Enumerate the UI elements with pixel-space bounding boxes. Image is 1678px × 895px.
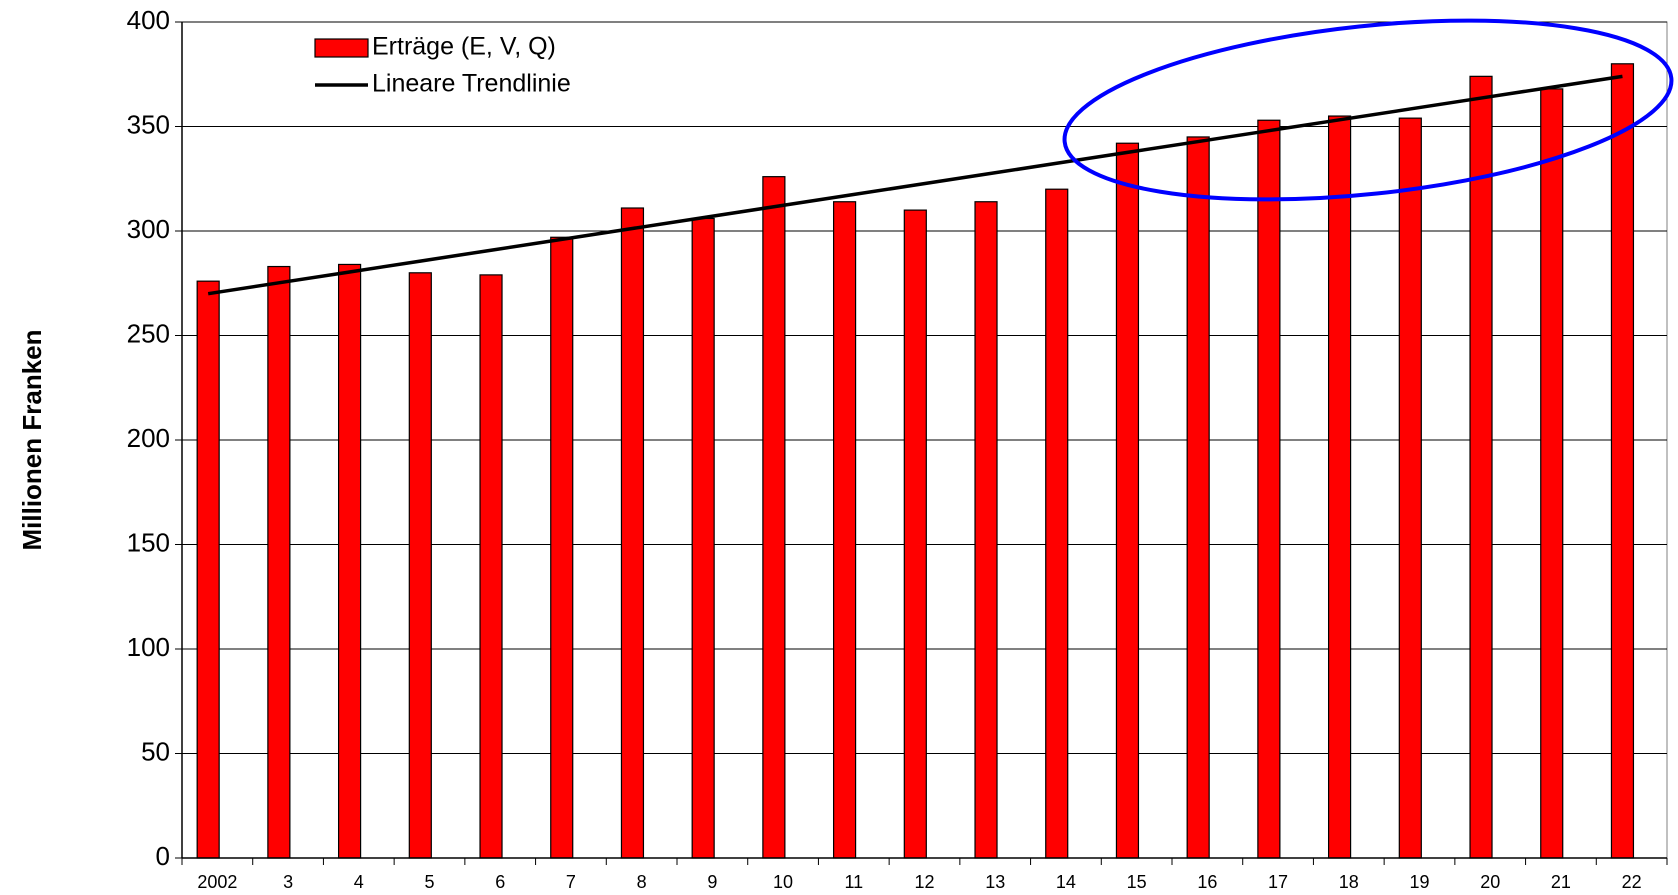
bar	[1469, 75, 1493, 859]
bar	[620, 207, 645, 859]
x-tick-label: 16	[1197, 872, 1217, 892]
legend-label: Erträge (E, V, Q)	[372, 33, 556, 61]
x-tick-label: 19	[1409, 872, 1429, 892]
bar	[903, 209, 927, 859]
x-tick-label: 7	[566, 872, 576, 892]
bar	[974, 201, 998, 859]
y-axis-label: Millionen Franken	[17, 329, 47, 550]
x-tick-label: 6	[495, 872, 505, 892]
bar	[1327, 115, 1352, 859]
x-tick-label: 14	[1056, 872, 1076, 892]
highlight-ellipse	[1062, 18, 1674, 202]
bar	[1115, 142, 1140, 859]
bar	[267, 265, 291, 859]
bar	[1045, 188, 1069, 859]
bar	[479, 274, 503, 859]
x-tick-label: 4	[354, 872, 364, 892]
bar	[550, 236, 574, 859]
bar	[1398, 117, 1422, 859]
x-tick-label: 13	[985, 872, 1005, 892]
y-tick-label: 0	[156, 841, 170, 871]
y-tick-label: 150	[127, 527, 170, 557]
x-tick-label: 21	[1551, 872, 1571, 892]
x-tick-label: 18	[1339, 872, 1359, 892]
x-tick-label: 11	[844, 872, 863, 892]
bar	[408, 272, 432, 859]
x-tick-label: 22	[1622, 872, 1642, 892]
x-tick-label: 10	[773, 872, 793, 892]
bar	[1540, 88, 1564, 859]
y-tick-label: 250	[127, 318, 170, 348]
x-tick-label: 9	[707, 872, 717, 892]
bar	[337, 263, 362, 859]
legend-swatch	[314, 38, 369, 58]
bar	[691, 217, 715, 859]
x-tick-label: 17	[1268, 872, 1288, 892]
y-tick-label: 100	[127, 632, 170, 662]
bar	[832, 201, 857, 859]
x-tick-label: 5	[424, 872, 434, 892]
x-tick-label: 3	[283, 872, 293, 892]
x-tick-label: 12	[914, 872, 934, 892]
bar	[1610, 63, 1635, 859]
bar	[1186, 136, 1210, 859]
bar	[1257, 119, 1281, 859]
x-tick-label: 8	[637, 872, 647, 892]
bar	[762, 176, 786, 859]
x-tick-label: 15	[1127, 872, 1147, 892]
x-tick-label: 20	[1480, 872, 1500, 892]
y-tick-label: 350	[127, 109, 170, 139]
y-tick-label: 300	[127, 214, 170, 244]
legend-label: Lineare Trendlinie	[372, 70, 571, 98]
y-tick-label: 200	[127, 423, 170, 453]
trend-line	[207, 74, 1623, 296]
bar	[196, 280, 220, 859]
y-tick-label: 50	[141, 736, 170, 766]
y-tick-label: 400	[127, 5, 170, 35]
x-tick-label: 2002	[197, 872, 237, 892]
